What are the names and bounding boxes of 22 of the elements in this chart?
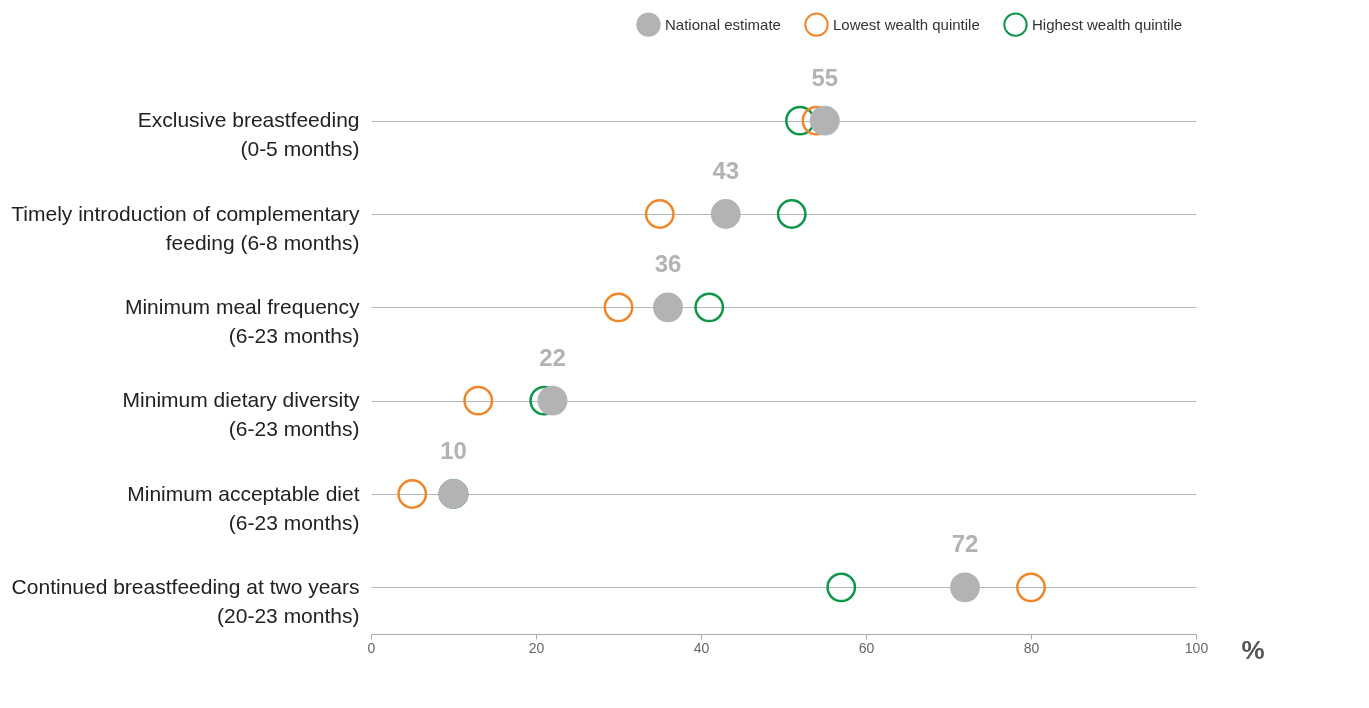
legend-label: Highest wealth quintile: [1032, 15, 1183, 33]
y-tick-label: Timely introduction of complementary feeding (6-8 months): [11, 201, 360, 254]
x-tick-label: 80: [1023, 639, 1040, 656]
y-tick-label: Minimum meal frequency (6-23 months): [124, 294, 360, 347]
y-tick-label: Continued breastfeeding at two years (20-23 months): [11, 574, 360, 627]
x-axis-title: %: [1241, 634, 1265, 665]
legend-label: Lowest wealth quintile: [833, 15, 980, 33]
x-tick-label: 0: [367, 639, 376, 656]
x-tick-label: 100: [1184, 639, 1209, 656]
x-tick-label: 20: [528, 639, 545, 656]
data-label: 22: [539, 343, 566, 371]
x-tick-label: 40: [693, 639, 710, 656]
legend-label: National estimate: [665, 15, 781, 33]
data-label: 43: [712, 157, 740, 184]
data-label: 55: [811, 63, 839, 91]
y-tick-label: Minimum acceptable diet (6-23 months): [127, 481, 360, 534]
data-label: 10: [440, 437, 467, 464]
x-tick-label: 60: [858, 639, 875, 656]
y-tick-label: Exclusive breastfeeding (0-5 months): [137, 108, 360, 161]
data-label: 72: [951, 530, 979, 558]
y-tick-label: Minimum dietary diversity (6-23 months): [122, 388, 360, 441]
data-label: 36: [654, 250, 682, 278]
